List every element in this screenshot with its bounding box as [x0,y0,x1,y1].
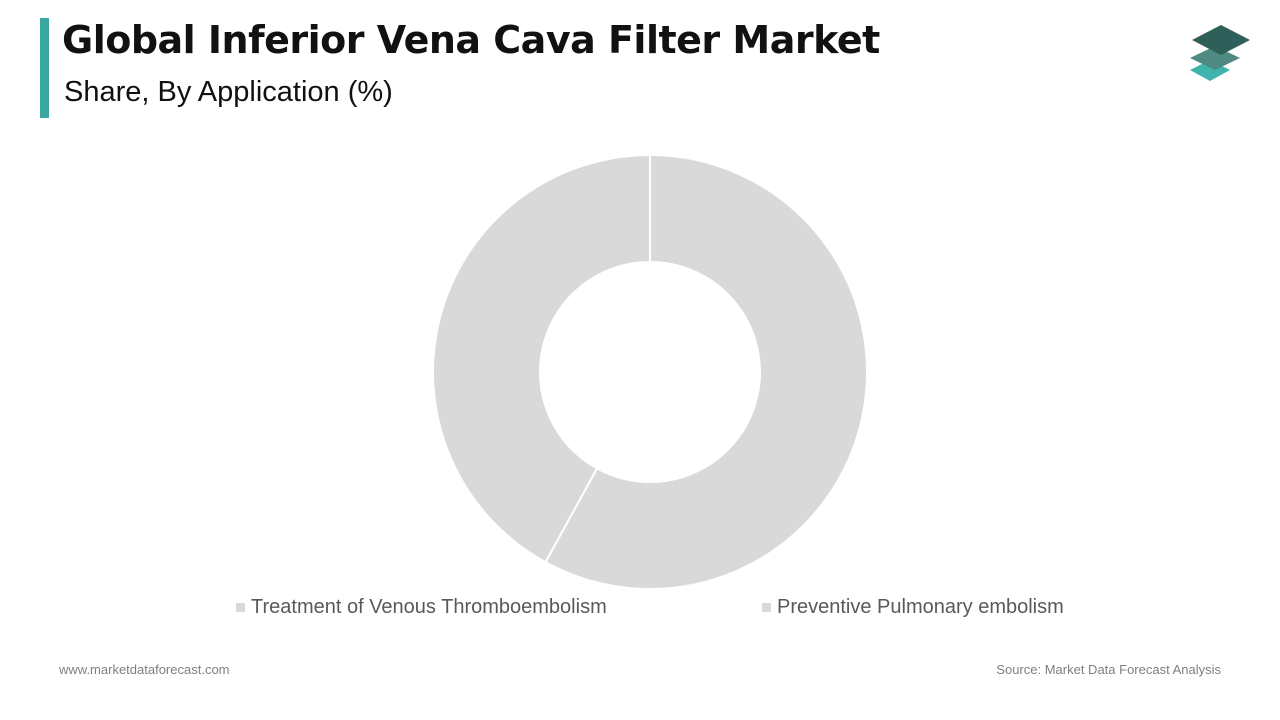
website-url: www.marketdataforecast.com [59,662,230,677]
legend-swatch [236,603,245,612]
logo-top-layer [1192,25,1250,55]
legend-label: Treatment of Venous Thromboembolism [251,596,607,618]
logo-middle-layer [1190,46,1240,70]
page-title: Global Inferior Vena Cava Filter Market [62,18,880,62]
title-accent-bar [40,18,49,118]
donut-slice-preventive [431,153,651,564]
source-note: Source: Market Data Forecast Analysis [996,662,1221,677]
page-subtitle: Share, By Application (%) [64,76,393,108]
legend-swatch [762,603,771,612]
legend-label: Preventive Pulmonary embolism [777,596,1064,618]
stacked-layers-logo-icon [1190,25,1250,81]
donut-chart [431,153,868,590]
legend-item-preventive: Preventive Pulmonary embolism [762,596,1064,619]
donut-slice-treatment [544,153,868,590]
legend-item-treatment: Treatment of Venous Thromboembolism [236,596,607,619]
